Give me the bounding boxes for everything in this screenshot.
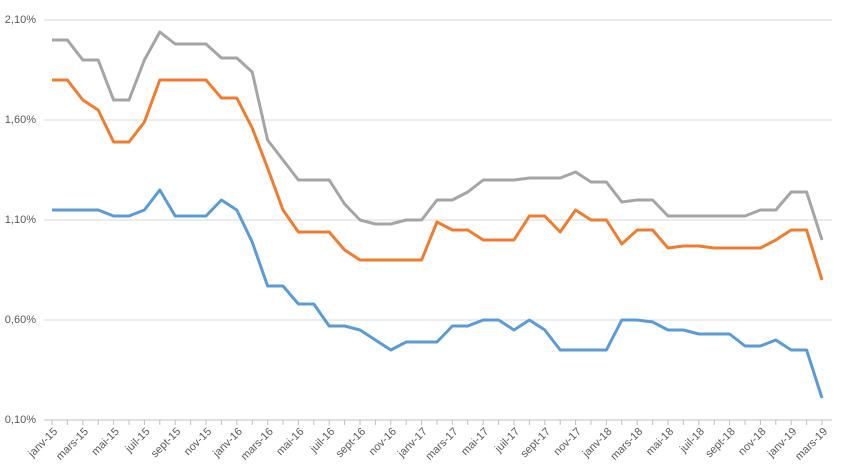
x-tick-label: mars-16 xyxy=(239,426,276,463)
y-tick-label: 0,10% xyxy=(5,414,36,426)
y-tick-label: 1,60% xyxy=(5,114,36,126)
x-tick-label: nov-18 xyxy=(736,426,768,458)
x-tick-label: mars-19 xyxy=(793,426,830,463)
y-tick-label: 2,10% xyxy=(5,14,36,26)
x-tick-label: mai-18 xyxy=(644,426,676,458)
series-line xyxy=(52,30,824,241)
series-line xyxy=(52,188,824,399)
x-tick-label: nov-17 xyxy=(552,426,584,458)
x-tick-label: nov-15 xyxy=(182,426,214,458)
x-tick-label: sept-16 xyxy=(334,426,368,460)
x-tick-label: sept-18 xyxy=(703,426,737,460)
x-tick-label: nov-16 xyxy=(367,426,399,458)
x-tick-label: mars-18 xyxy=(608,426,645,463)
y-tick-label: 0,60% xyxy=(5,314,36,326)
y-tick-label: 1,10% xyxy=(5,214,36,226)
x-tick-label: mai-15 xyxy=(90,426,122,458)
x-tick-label: mars-15 xyxy=(54,426,91,463)
x-tick-label: mai-17 xyxy=(459,426,491,458)
x-tick-label: mars-17 xyxy=(424,426,461,463)
x-tick-label: sept-15 xyxy=(149,426,183,460)
x-tick-label: mai-16 xyxy=(274,426,306,458)
x-tick-label: sept-17 xyxy=(519,426,553,460)
series-line xyxy=(52,78,824,281)
